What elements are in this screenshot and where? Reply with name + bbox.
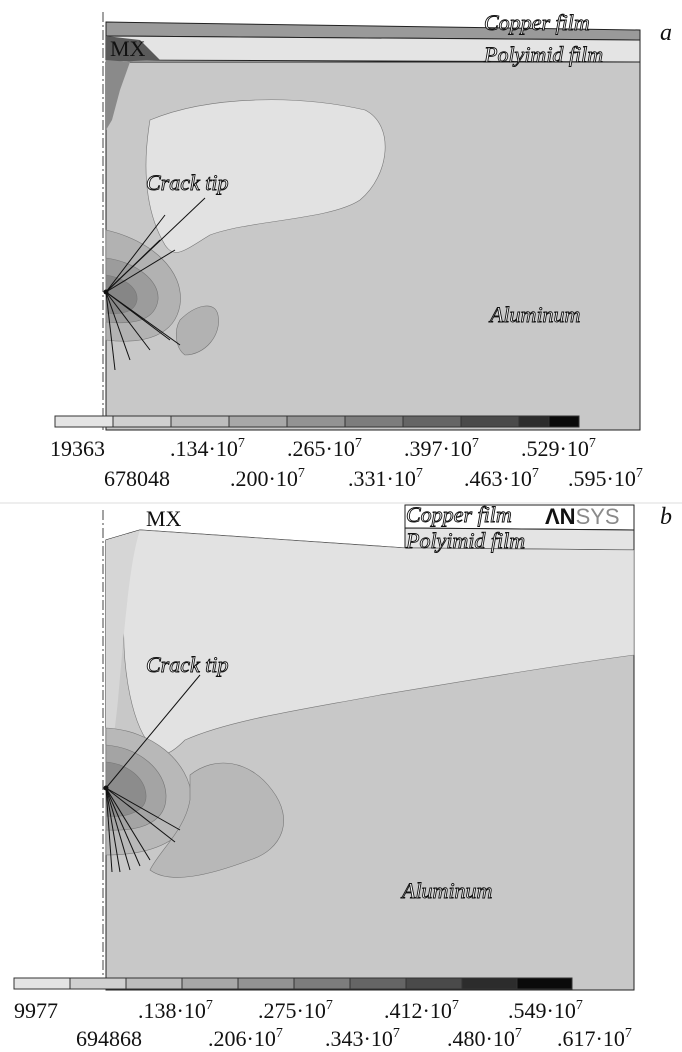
- legend-tick: .397·107: [404, 436, 479, 461]
- legend-tick: .412·107: [384, 998, 459, 1023]
- legend-tick: .529·107: [521, 436, 596, 461]
- copper-film-label: Copper film: [484, 10, 590, 35]
- legend-tick: .595·107: [568, 466, 643, 491]
- low-stress-contour: [145, 99, 386, 253]
- crack-tip-label: Crack tip: [146, 170, 229, 195]
- legend-tick: 9977: [14, 998, 58, 1023]
- crack-tip-point: [103, 289, 109, 295]
- legend-tick: .206·107: [208, 1026, 283, 1051]
- max-marker-label: MX: [146, 506, 182, 531]
- legend-top-labels: 9977 .138·107 .275·107 .412·107 .549·107: [14, 998, 583, 1023]
- crack-fan-lines: [105, 674, 201, 873]
- polyimid-film-label: Polyimid film: [483, 42, 603, 67]
- side-contour: [149, 762, 284, 878]
- legend-bar: [13, 977, 573, 990]
- legend-tick: .617·107: [557, 1026, 632, 1051]
- panel-letter: b: [660, 504, 672, 530]
- aluminum-label: Aluminum: [488, 302, 580, 327]
- legend-tick: .265·107: [287, 436, 362, 461]
- panel-letter: a: [660, 20, 672, 46]
- edge-stress-zone: [106, 60, 130, 130]
- legend-tick: .343·107: [325, 1026, 400, 1051]
- panel-a: MX a Copper film Polyimid film Crack tip…: [50, 10, 672, 491]
- legend-tick: 678048: [104, 466, 170, 491]
- legend-tick: .200·107: [230, 466, 305, 491]
- legend-tick: 19363: [50, 436, 105, 461]
- legend-tick: .480·107: [447, 1026, 522, 1051]
- ansys-logo: ΛNSYS: [545, 504, 620, 529]
- polyimid-film-label: Polyimid film: [405, 528, 525, 553]
- crack-tip-label: Crack tip: [146, 652, 229, 677]
- panel-b: MX b Copper film Polyimid film ΛNSYS Cra…: [13, 502, 672, 1051]
- legend-tick: .134·107: [170, 436, 245, 461]
- legend-tick: .331·107: [348, 466, 423, 491]
- aluminum-label: Aluminum: [400, 878, 492, 903]
- legend-bar: [54, 415, 580, 428]
- max-marker-label: MX: [110, 36, 146, 61]
- legend-tick: .275·107: [258, 998, 333, 1023]
- side-contour: [176, 305, 219, 356]
- crack-fan-lines: [105, 197, 206, 371]
- copper-film-label: Copper film: [406, 502, 512, 527]
- legend-tick: .138·107: [138, 998, 213, 1023]
- legend-bottom-labels: 694868 .206·107 .343·107 .480·107 .617·1…: [76, 1026, 632, 1051]
- legend-tick: 694868: [76, 1026, 142, 1051]
- legend-top-labels: 19363 .134·107 .265·107 .397·107 .529·10…: [50, 436, 596, 461]
- legend-bottom-labels: 678048 .200·107 .331·107 .463·107 .595·1…: [104, 466, 643, 491]
- legend-tick: .463·107: [464, 466, 539, 491]
- max-stress-zone: [106, 36, 160, 62]
- legend-tick: .549·107: [508, 998, 583, 1023]
- crack-tip-point: [103, 785, 109, 791]
- edge-light-zone: [106, 530, 140, 770]
